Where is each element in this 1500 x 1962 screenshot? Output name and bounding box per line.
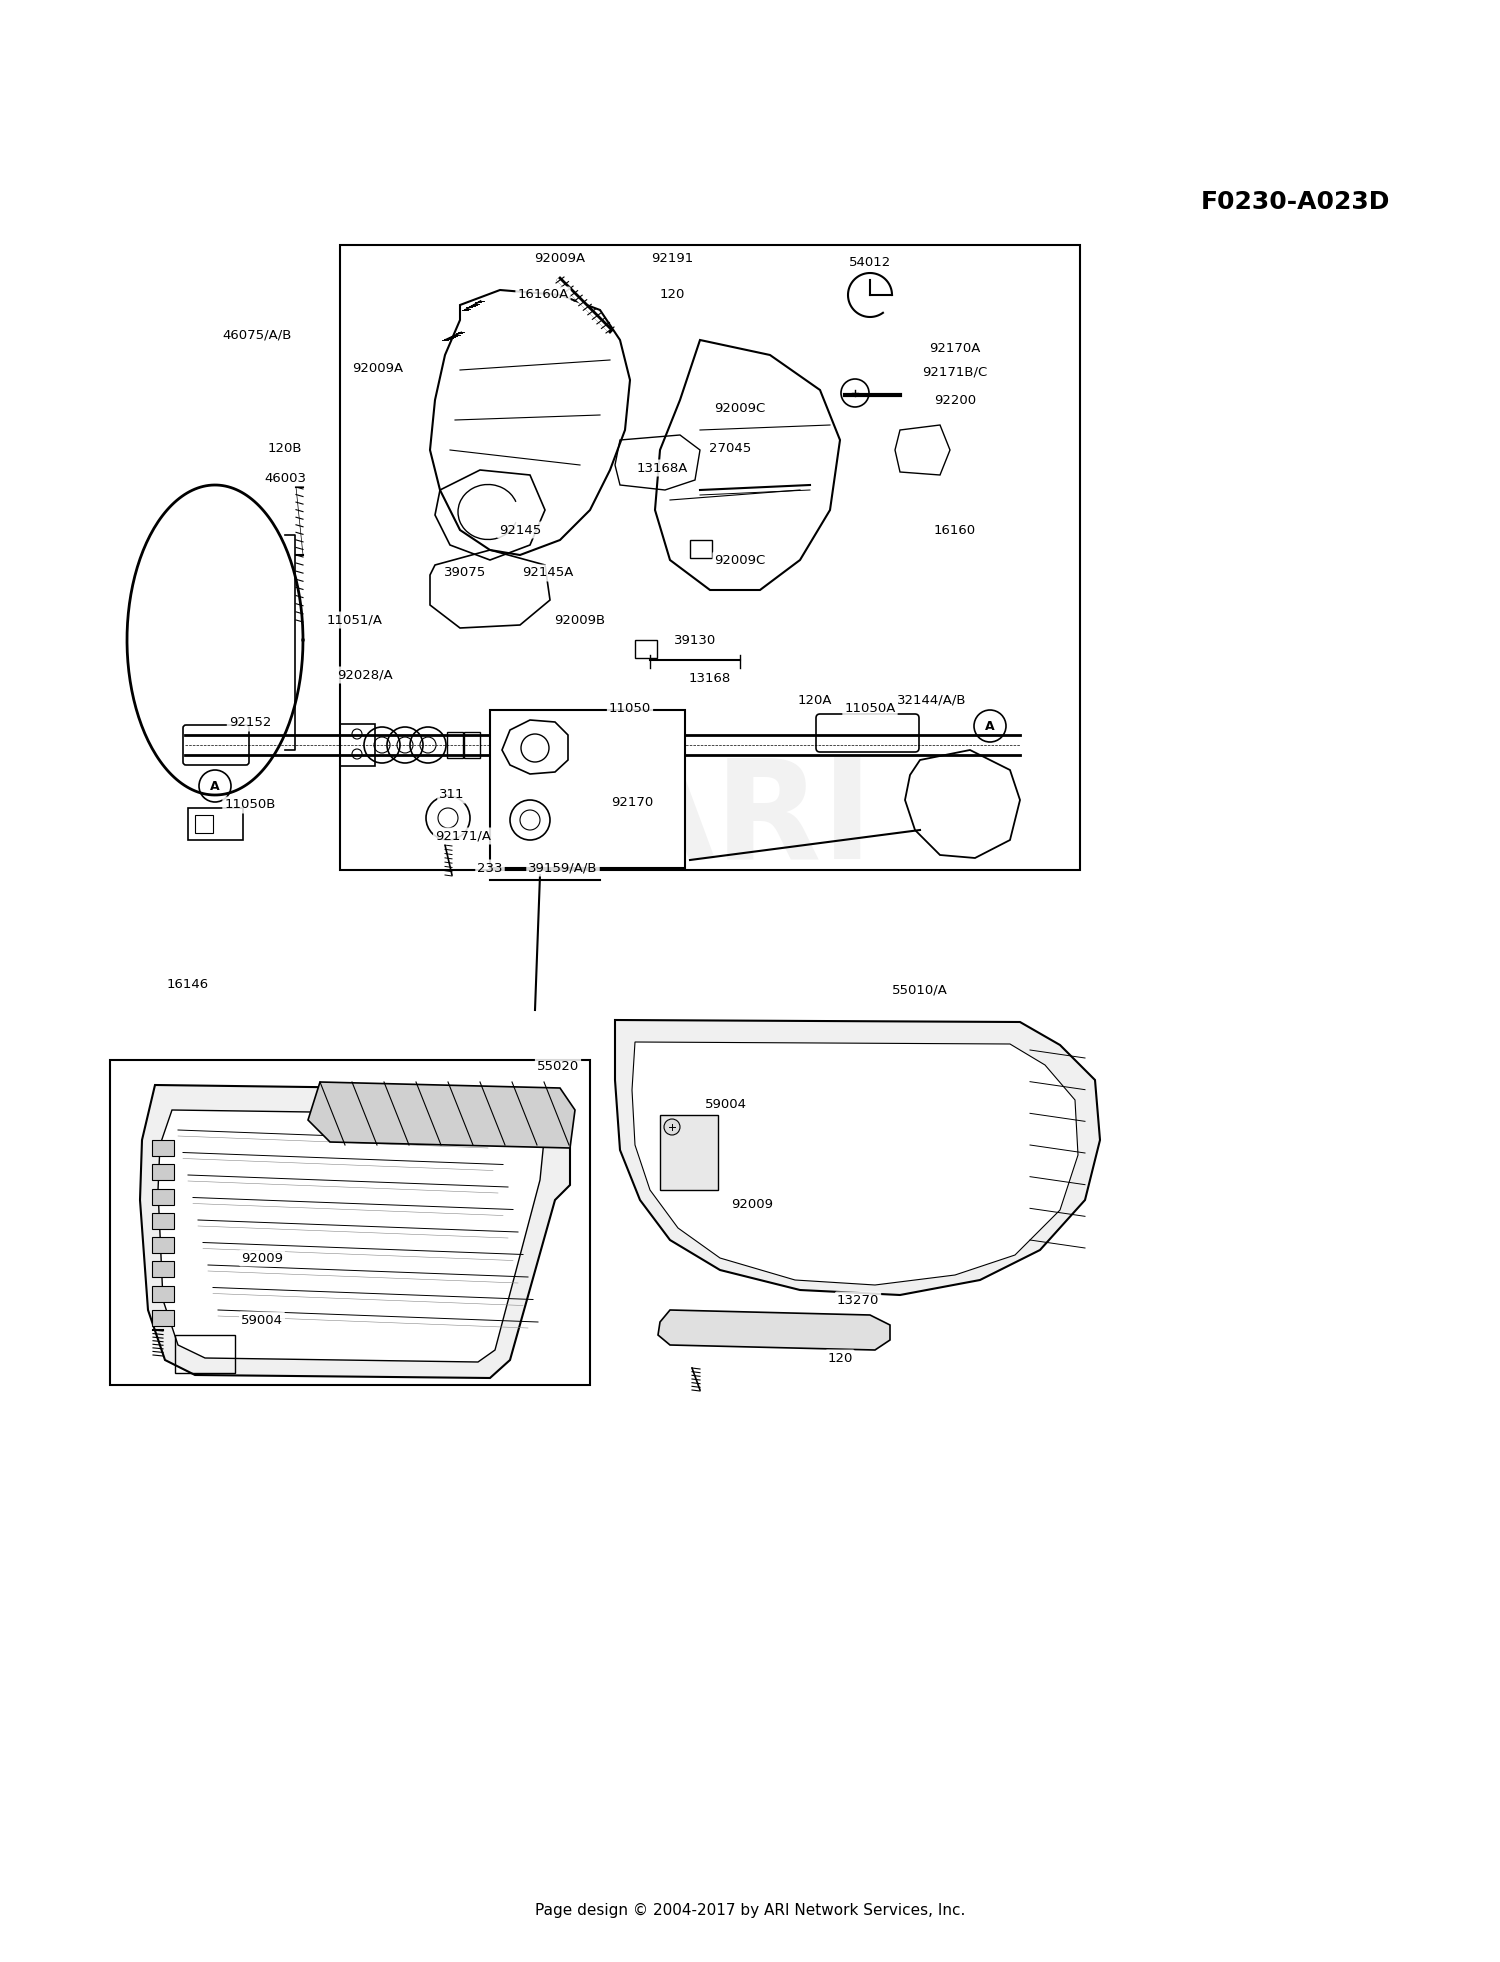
- Polygon shape: [632, 1042, 1078, 1285]
- Text: 120A: 120A: [798, 693, 832, 706]
- Bar: [152, 1262, 174, 1277]
- Text: 92170: 92170: [610, 795, 652, 808]
- Text: 32144/A/B: 32144/A/B: [897, 693, 966, 706]
- Text: 92009A: 92009A: [352, 361, 404, 375]
- Text: 55020: 55020: [537, 1059, 579, 1073]
- Text: 92152: 92152: [230, 716, 272, 730]
- Text: 59004: 59004: [242, 1313, 284, 1326]
- Bar: [188, 808, 243, 840]
- Text: 92200: 92200: [934, 394, 976, 406]
- Bar: [176, 1334, 236, 1373]
- Text: 92171/A: 92171/A: [435, 830, 490, 842]
- Text: A: A: [986, 720, 994, 732]
- Polygon shape: [140, 1085, 570, 1377]
- Polygon shape: [615, 1020, 1100, 1295]
- Bar: [340, 245, 1080, 869]
- Bar: [690, 540, 712, 557]
- Bar: [490, 710, 686, 867]
- Text: 55010/A: 55010/A: [892, 983, 948, 997]
- Text: 59004: 59004: [705, 1099, 747, 1112]
- Text: 120: 120: [828, 1352, 852, 1364]
- Text: 120: 120: [660, 288, 684, 302]
- Bar: [195, 814, 213, 834]
- Bar: [464, 732, 480, 757]
- Text: 92009: 92009: [242, 1252, 284, 1264]
- Bar: [152, 1140, 174, 1156]
- Text: 92009A: 92009A: [534, 251, 585, 265]
- Text: 46003: 46003: [264, 471, 306, 485]
- Text: 39159/A/B: 39159/A/B: [528, 861, 597, 875]
- Text: 92171B/C: 92171B/C: [922, 365, 987, 379]
- Text: 92170A: 92170A: [930, 341, 981, 355]
- Bar: [660, 1114, 718, 1191]
- Text: 92009C: 92009C: [714, 402, 765, 414]
- Polygon shape: [658, 1311, 890, 1350]
- Text: 233: 233: [477, 861, 502, 875]
- Polygon shape: [158, 1110, 544, 1362]
- Bar: [110, 1059, 590, 1385]
- Text: 92145: 92145: [500, 524, 542, 536]
- Text: Page design © 2004-2017 by ARI Network Services, Inc.: Page design © 2004-2017 by ARI Network S…: [536, 1903, 964, 1917]
- Bar: [152, 1213, 174, 1228]
- Bar: [152, 1189, 174, 1205]
- Text: F0230-A023D: F0230-A023D: [1200, 190, 1390, 214]
- Polygon shape: [308, 1081, 574, 1148]
- Text: 13270: 13270: [837, 1293, 879, 1307]
- Text: 92009: 92009: [730, 1199, 772, 1211]
- Bar: [152, 1163, 174, 1181]
- Bar: [152, 1285, 174, 1301]
- Text: 92145A: 92145A: [522, 567, 573, 579]
- Text: 120B: 120B: [267, 441, 302, 455]
- Text: 13168: 13168: [688, 671, 730, 685]
- Text: 11050A: 11050A: [844, 702, 895, 714]
- Bar: [447, 732, 464, 757]
- Text: 13168A: 13168A: [636, 461, 687, 475]
- Text: 92009B: 92009B: [555, 614, 606, 626]
- Text: 92191: 92191: [651, 251, 693, 265]
- Text: 311: 311: [440, 789, 465, 802]
- Text: 16160: 16160: [934, 524, 976, 536]
- Text: 27045: 27045: [710, 441, 752, 455]
- Text: 46075/A/B: 46075/A/B: [222, 328, 291, 341]
- Text: 39130: 39130: [674, 634, 716, 647]
- Text: 54012: 54012: [849, 257, 891, 269]
- Circle shape: [664, 1118, 680, 1134]
- Text: 92028/A: 92028/A: [338, 669, 393, 681]
- Text: ARI: ARI: [608, 753, 873, 887]
- Bar: [340, 724, 375, 765]
- Bar: [152, 1238, 174, 1254]
- Text: 11050B: 11050B: [225, 799, 276, 812]
- Text: 16146: 16146: [166, 979, 208, 991]
- Text: 11051/A: 11051/A: [327, 614, 382, 626]
- Bar: [152, 1311, 174, 1326]
- Bar: [634, 640, 657, 657]
- Text: 16160A: 16160A: [518, 288, 568, 302]
- Text: A: A: [210, 779, 220, 793]
- Text: 39075: 39075: [444, 567, 486, 579]
- Text: 92009C: 92009C: [714, 553, 765, 567]
- Text: 11050: 11050: [609, 702, 651, 714]
